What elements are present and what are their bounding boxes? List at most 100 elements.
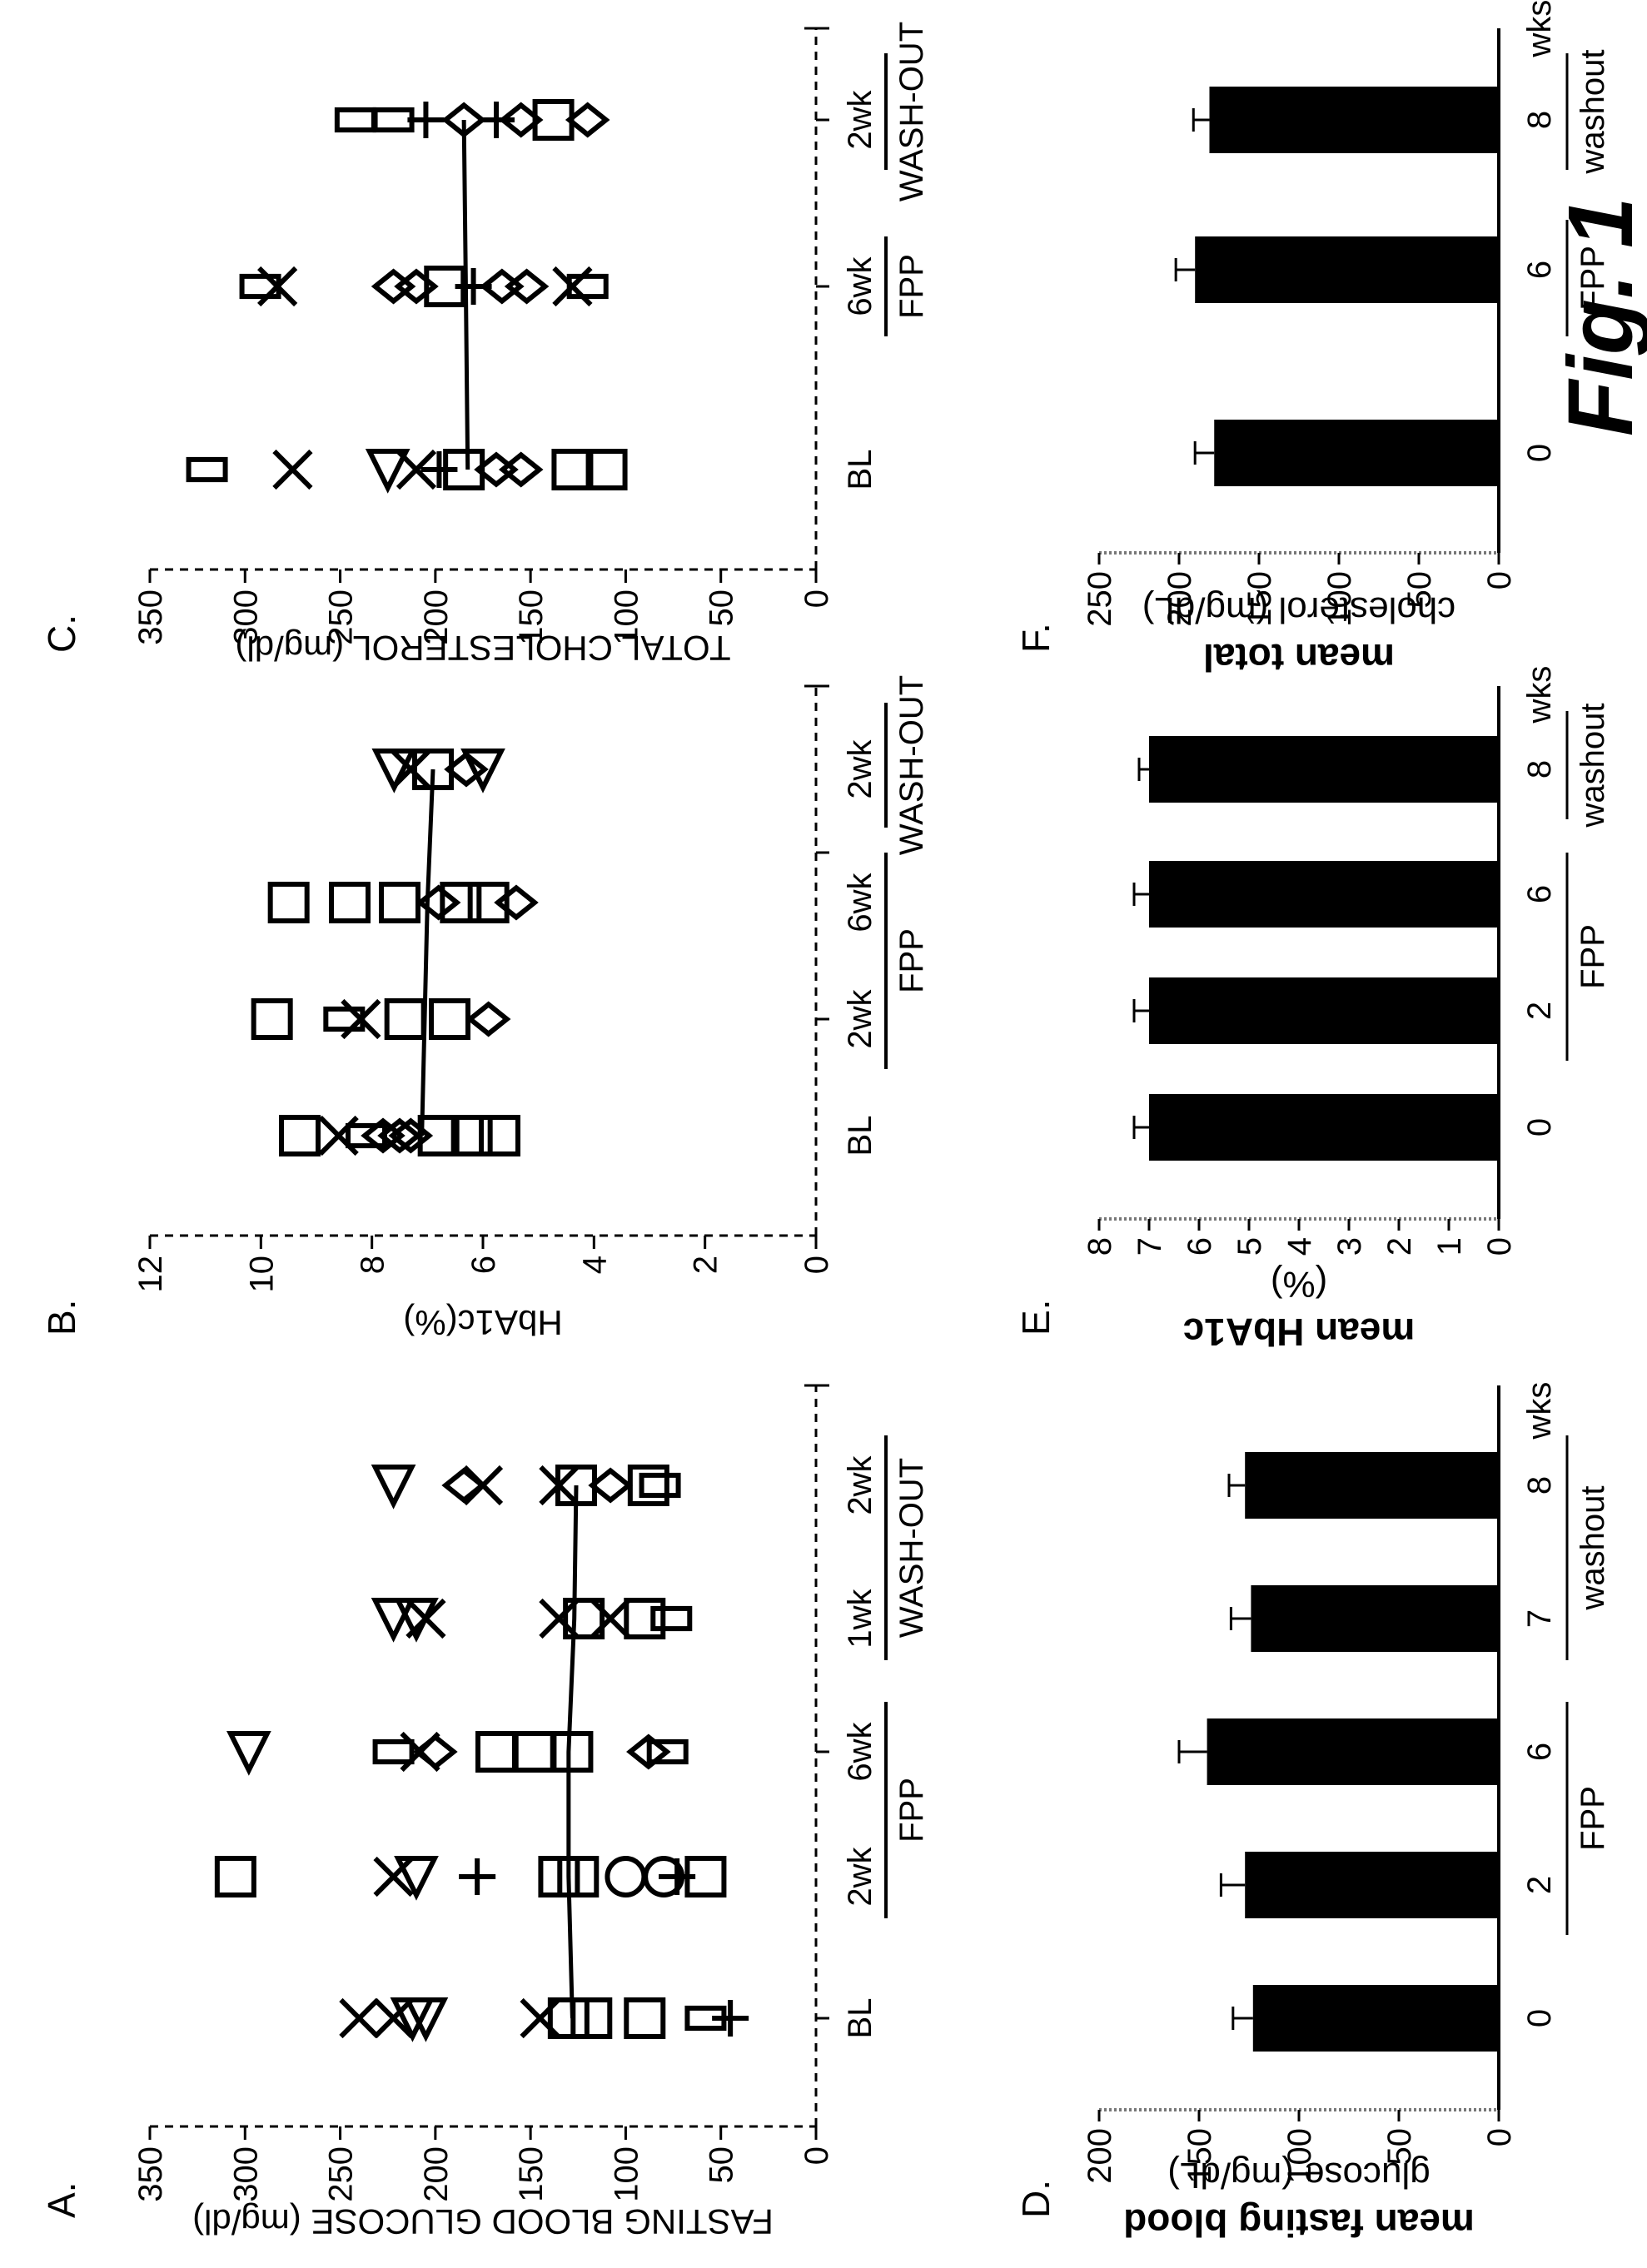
marker-triangle [403,1997,449,2042]
marker-x [462,1465,504,1506]
marker-square [513,1731,555,1773]
bar [1245,1452,1499,1519]
panel-letter: C. [40,614,83,653]
y-tick-label: 250 [1082,571,1118,627]
y-tick-label: 4 [576,1256,613,1274]
marker-diamond [361,1117,406,1154]
marker-diamond [441,1467,486,1504]
y-tick-label: 0 [799,589,835,608]
y-tick-label: 12 [132,1256,169,1293]
marker-rect [372,107,415,133]
marker-diamond [498,451,544,488]
group-label: FPP [1575,1786,1611,1851]
marker-square [627,1465,669,1506]
group-label: FPP [1575,246,1611,311]
marker-x [396,449,437,490]
y-tick-label: 0 [1481,2128,1518,2146]
marker-square [450,1115,493,1156]
marker-rect [334,107,376,133]
marker-plus [407,102,445,138]
x-tick-label: 0 [1521,2009,1558,2027]
y-tick-label: 10 [243,1256,280,1293]
marker-diamond [588,1467,633,1504]
marker-x [406,1598,446,1639]
x-tick-label: 6 [1521,261,1558,279]
marker-diamond [626,1733,671,1770]
marker-square [214,1856,256,1897]
y-tick-label: 150 [513,589,550,645]
y-tick-label: 50 [1401,571,1438,609]
y-tick-label: 250 [323,589,360,645]
marker-square [551,449,594,490]
marker-plus [659,1858,696,1895]
y-tick-label: 6 [465,1256,502,1274]
y-tick-label: 0 [799,2146,835,2165]
marker-rect [646,1738,689,1765]
marker-diamond [494,884,539,921]
marker-square [475,1731,517,1773]
y-tick-label: 150 [1182,2128,1218,2184]
y-tick-label: 8 [1082,1237,1118,1256]
y-tick-label: 0 [799,1256,835,1274]
marker-square [547,1997,590,2039]
marker-diamond [474,451,519,488]
timepoint-label: 2wk [842,1846,878,1906]
marker-square [551,1731,594,1773]
marker-x [339,1997,380,2039]
y-axis-label: FASTING BLOOD GLUCOSE (mg/dl) [192,2202,774,2241]
group-label: FPP [893,928,930,993]
panel-letter: A. [40,2182,83,2218]
marker-square [563,1598,605,1639]
marker-square [585,449,628,490]
marker-square [443,449,485,490]
group-label: WASH-OUT [893,675,930,855]
group-label: washout [1575,1486,1611,1611]
marker-triangle [371,1465,416,1510]
group-label: washout [1575,50,1611,175]
x-tick-label: 2 [1521,1002,1558,1020]
marker-x [373,1997,414,2039]
marker-diamond [480,268,525,305]
marker-square [557,1856,600,1897]
marker-rect [639,1472,681,1499]
timepoint-label: 2wk [842,739,878,798]
marker-diamond [565,102,610,138]
y-tick-label: 50 [704,589,740,627]
y-tick-label: 5 [1232,1237,1268,1256]
marker-x [341,998,381,1040]
y-axis-label-line1: mean total [1203,636,1395,679]
marker-x [318,1115,359,1156]
bar [1149,977,1499,1044]
marker-x [373,1856,414,1897]
timepoint-label: 6wk [842,1721,878,1781]
marker-x [272,449,313,490]
marker-diamond [465,1001,511,1037]
x-tick-label: 8 [1521,1476,1558,1495]
timepoint-label: BL [842,1998,878,2039]
marker-plus [420,451,458,488]
marker-x [520,1997,560,2039]
marker-triangle [460,749,505,793]
marker-x [552,266,593,307]
bar [1245,1852,1499,1918]
marker-square [329,882,371,923]
x-tick-label: 0 [1521,1118,1558,1136]
y-tick-label: 350 [132,2146,169,2202]
y-tick-label: 2 [688,1256,724,1274]
marker-triangle [371,1598,416,1643]
marker-x [539,1598,580,1639]
y-tick-label: 300 [227,589,264,645]
group-label: WASH-OUT [893,1458,930,1638]
unit-label: wks [1521,1382,1558,1440]
y-tick-label: 150 [1241,571,1278,627]
marker-square [279,1115,321,1156]
y-tick-label: 150 [513,2146,550,2202]
marker-diamond [413,1733,458,1770]
y-axis-label-line2: cholesterol (mg/dL) [1142,589,1456,630]
marker-circle [605,1856,647,1897]
marker-square [624,1997,666,2039]
x-tick-label: 6 [1521,1743,1558,1761]
panel-a: 0 50 100 150 200 250 300 350 FASTING BLOOD GLUCO… [40,1384,930,2241]
